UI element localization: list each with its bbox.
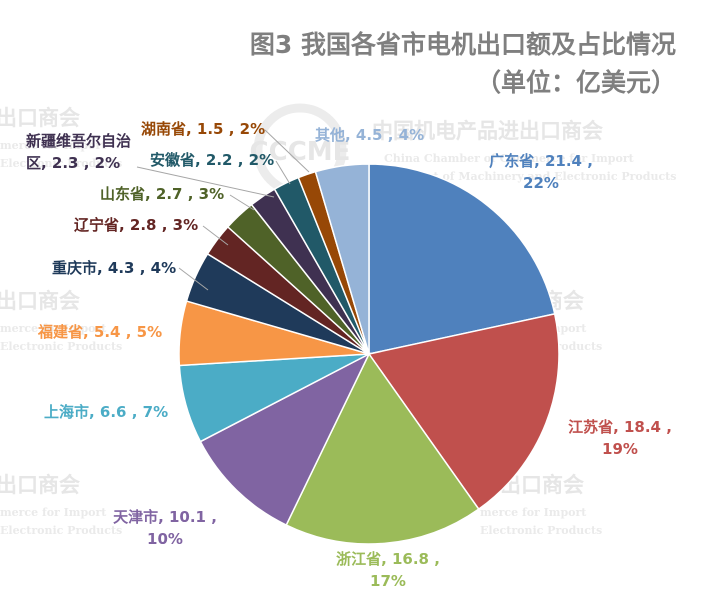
data-label: 22% bbox=[523, 174, 559, 192]
data-label: 广东省, 21.4 , bbox=[489, 152, 593, 170]
data-label: 浙江省, 16.8 , bbox=[336, 550, 440, 568]
data-label: 新疆维吾尔自治 bbox=[26, 132, 131, 150]
pie-slice-1 bbox=[367, 313, 560, 511]
data-label: 江苏省, 18.4 , bbox=[568, 418, 672, 436]
data-label-group: 安徽省, 2.2 , 2% bbox=[150, 151, 291, 185]
data-label-group: 江苏省, 18.4 , 19% bbox=[568, 418, 672, 458]
watermark-en-text: Electronic Products bbox=[0, 524, 122, 537]
watermark-en-text: Electronic Products bbox=[0, 340, 122, 353]
data-label: 安徽省, 2.2 , 2% bbox=[150, 151, 274, 169]
pie-slices bbox=[178, 163, 560, 545]
data-label-group: 天津市, 10.1 , 10% bbox=[113, 508, 217, 548]
watermark-en-text: merce for Import bbox=[0, 322, 107, 335]
data-label: 19% bbox=[602, 440, 638, 458]
label-leader-line bbox=[275, 160, 291, 185]
pie-slice-0 bbox=[368, 163, 556, 355]
watermark-cn-text: 出口商会 bbox=[0, 289, 80, 313]
data-label: 重庆市, 4.3 , 4% bbox=[52, 259, 176, 277]
data-label-group: 上海市, 6.6 , 7% bbox=[44, 403, 168, 421]
chart-title-block: 图3 我国各省市电机出口额及占比情况 （单位：亿美元） bbox=[116, 26, 676, 102]
label-leader-line bbox=[178, 267, 209, 291]
data-label: 其他, 4.5 , 4% bbox=[315, 126, 424, 144]
data-label: 上海市, 6.6 , 7% bbox=[44, 403, 168, 421]
label-leader-line bbox=[229, 194, 255, 211]
data-label: 湖南省, 1.5 , 2% bbox=[141, 120, 265, 138]
data-label-group: 辽宁省, 2.8 , 3% bbox=[74, 216, 229, 246]
label-leader-line bbox=[264, 129, 310, 173]
chart-title: 图3 我国各省市电机出口额及占比情况 bbox=[249, 30, 676, 59]
watermark-cn-text: 出口商会 bbox=[0, 106, 80, 130]
data-label-group: 湖南省, 1.5 , 2% bbox=[141, 120, 310, 173]
watermark-logo-text: CCCME bbox=[250, 137, 351, 167]
data-labels: 广东省, 21.4 , 22% 江苏省, 18.4 , 19% 浙江省, 16.8 , 1… bbox=[26, 120, 672, 590]
watermark-en-text: Electronic Products bbox=[0, 157, 122, 170]
data-label-group: 浙江省, 16.8 , 17% bbox=[336, 550, 440, 590]
data-label: 福建省, 5.4 , 5% bbox=[37, 323, 162, 341]
data-label: 区, 2.3 , 2% bbox=[26, 154, 120, 172]
watermark-cn-text: 中国机电产品进出口商会 bbox=[372, 119, 603, 143]
data-label: 10% bbox=[147, 530, 183, 548]
data-label-group: 其他, 4.5 , 4% bbox=[315, 126, 424, 144]
chart-subtitle: （单位：亿美元） bbox=[475, 68, 676, 97]
data-label: 山东省, 2.7 , 3% bbox=[100, 185, 224, 203]
watermark-en-text: Electronic Products bbox=[480, 524, 602, 537]
watermark-cn-text: 出口商会 bbox=[0, 473, 80, 497]
pie-slice-2 bbox=[285, 352, 480, 545]
watermark-en-text: China Chamber of Commerce for Import bbox=[384, 152, 635, 165]
data-label-group: 山东省, 2.7 , 3% bbox=[100, 185, 255, 211]
watermark-en-text: merce for Import bbox=[0, 139, 107, 152]
data-label-group: 福建省, 5.4 , 5% bbox=[37, 323, 162, 341]
label-leader-line bbox=[202, 225, 229, 246]
label-leader-line bbox=[136, 166, 275, 198]
data-label: 辽宁省, 2.8 , 3% bbox=[74, 216, 198, 234]
watermark-en-text: merce for Import bbox=[0, 506, 107, 519]
watermark-logo: CCCME bbox=[250, 103, 351, 197]
data-label-group: 广东省, 21.4 , 22% bbox=[489, 152, 593, 192]
data-label: 天津市, 10.1 , bbox=[113, 508, 217, 526]
data-label-group: 重庆市, 4.3 , 4% bbox=[52, 259, 209, 291]
pie-slice-3 bbox=[199, 352, 371, 527]
watermark-en-text: merce for Import bbox=[480, 506, 587, 519]
pie-slice-12 bbox=[314, 163, 370, 355]
watermark-en-text: & Export of Machinery and Electronic Pro… bbox=[384, 170, 676, 183]
data-label: 17% bbox=[370, 572, 406, 590]
